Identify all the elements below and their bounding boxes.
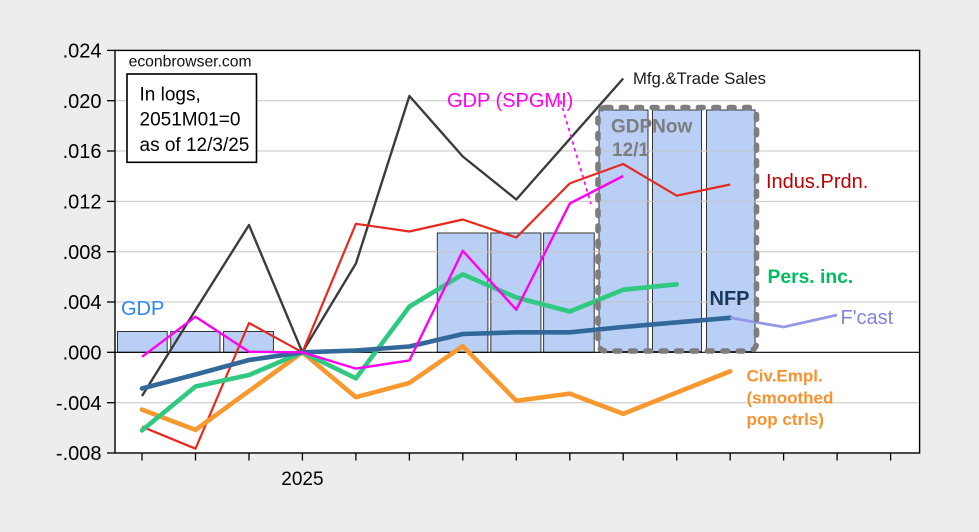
svg-text:as of 12/3/25: as of 12/3/25: [140, 135, 250, 156]
svg-text:.000: .000: [63, 342, 102, 364]
svg-text:Pers. inc.: Pers. inc.: [768, 267, 854, 288]
svg-text:12/1: 12/1: [612, 140, 649, 161]
svg-text:GDP: GDP: [121, 298, 164, 320]
svg-text:econbrowser.com: econbrowser.com: [129, 54, 252, 71]
svg-text:Civ.Empl.: Civ.Empl.: [747, 367, 823, 386]
svg-text:pop ctrls): pop ctrls): [747, 410, 824, 429]
svg-text:In logs,: In logs,: [140, 84, 201, 105]
svg-text:F'cast: F'cast: [841, 307, 894, 329]
svg-text:.004: .004: [63, 292, 102, 314]
svg-text:.024: .024: [63, 41, 102, 63]
svg-text:-.004: -.004: [56, 393, 102, 415]
svg-text:.008: .008: [63, 242, 102, 264]
svg-text:2051M01=0: 2051M01=0: [140, 110, 241, 131]
svg-text:GDP (SPGMI): GDP (SPGMI): [447, 90, 573, 112]
svg-text:.020: .020: [63, 91, 102, 113]
svg-text:2025: 2025: [281, 469, 323, 490]
svg-text:.012: .012: [63, 192, 102, 214]
svg-text:Mfg.&Trade Sales: Mfg.&Trade Sales: [633, 69, 766, 88]
svg-text:Indus.Prdn.: Indus.Prdn.: [766, 171, 868, 193]
svg-text:GDPNow: GDPNow: [611, 117, 693, 138]
svg-text:-.008: -.008: [56, 443, 102, 465]
svg-text:(smoothed: (smoothed: [747, 388, 834, 407]
svg-text:NFP: NFP: [710, 288, 750, 310]
svg-text:.016: .016: [63, 141, 102, 163]
